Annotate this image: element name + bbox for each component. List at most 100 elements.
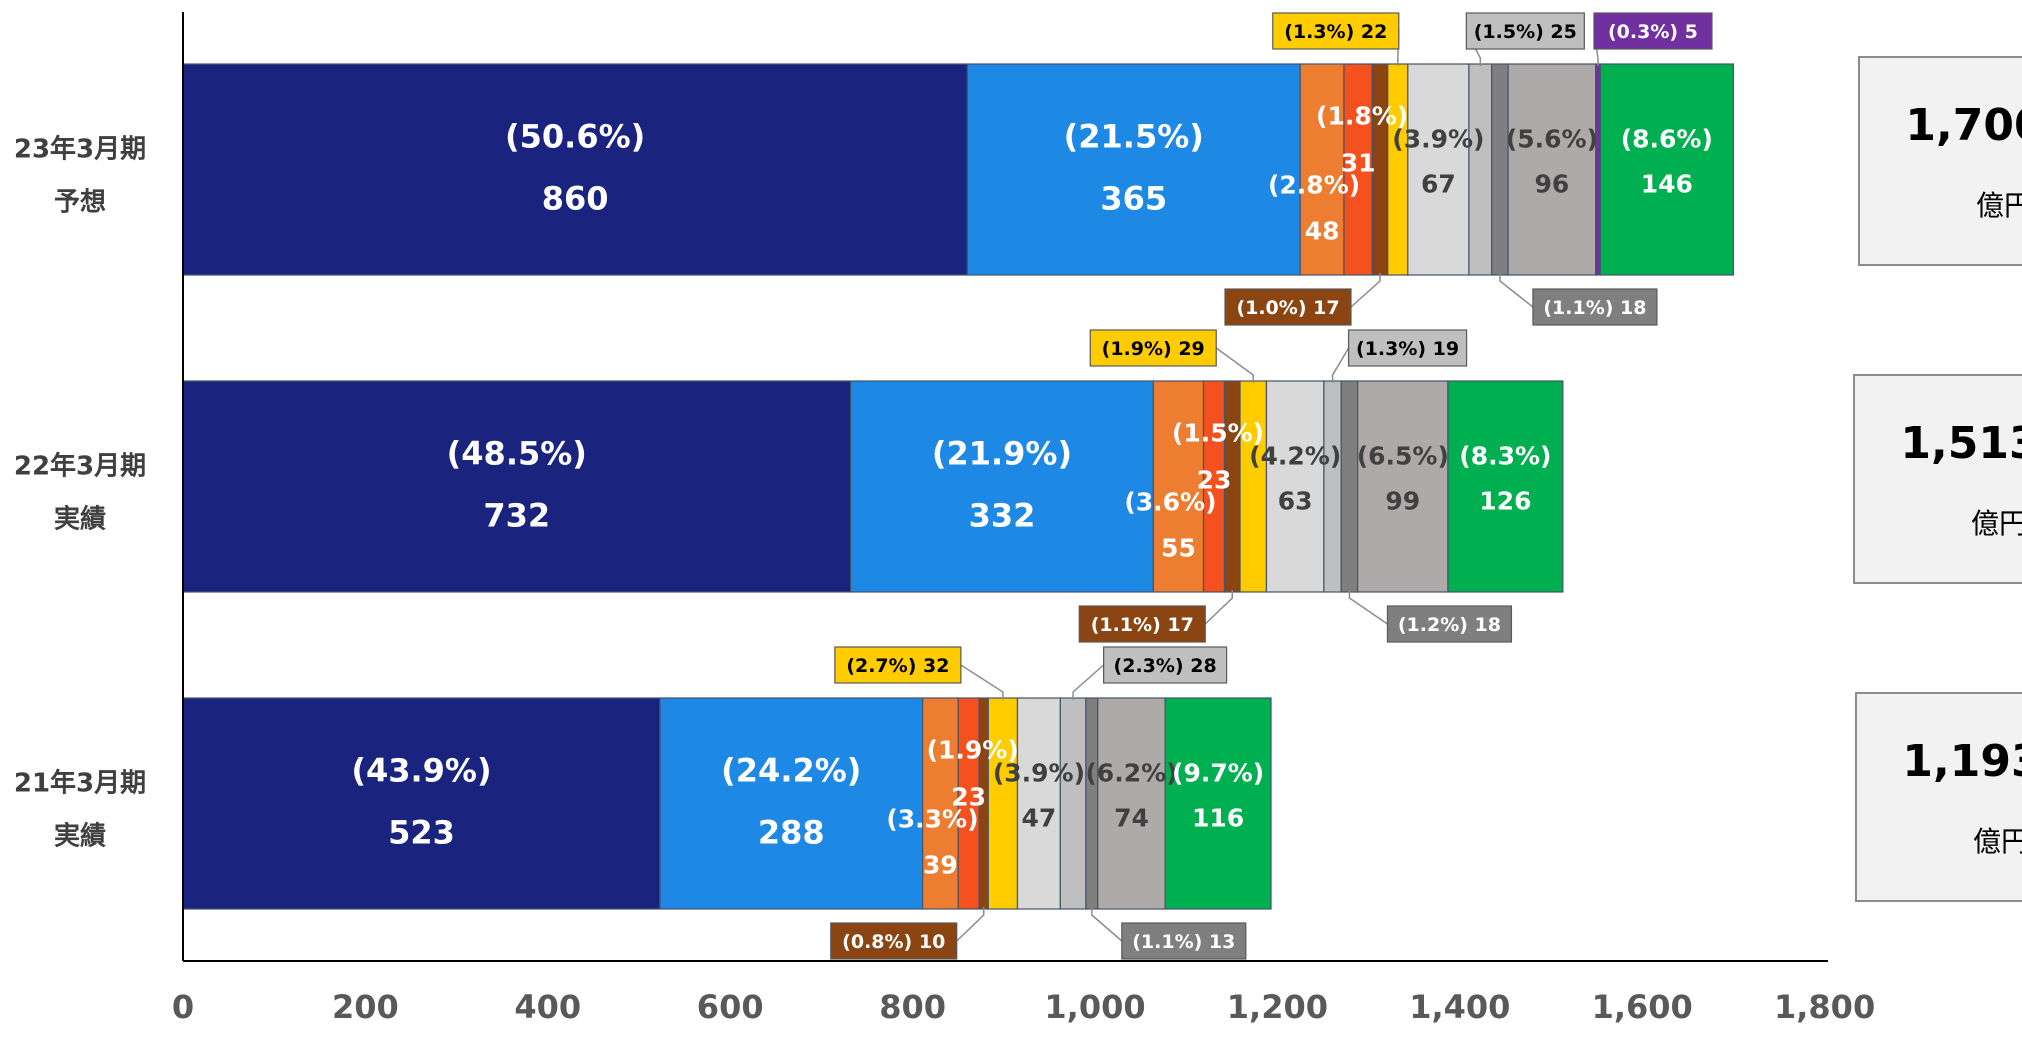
segment-value-2-1: 288 [758, 814, 825, 852]
bar-segment-2-11 [1164, 697, 1272, 910]
total-unit: 億円 [1976, 189, 2022, 222]
segment-value-2-9: 74 [1114, 804, 1149, 833]
segment-pct-2-1: (24.2%) [721, 752, 861, 790]
segment-value-1-11: 126 [1479, 487, 1531, 516]
segment-value-0-1: 365 [1100, 180, 1167, 218]
bar-segment-0-11 [1599, 63, 1735, 276]
segment-pct-2-3: (1.9%) [927, 736, 1019, 765]
callout-label-1-8: (1.2%) 18 [1398, 614, 1501, 636]
segment-value-2-6: 47 [1022, 804, 1057, 833]
segment-pct-0-11: (8.6%) [1621, 125, 1713, 154]
callout-leader-0-4 [1350, 273, 1381, 308]
bar-segment-1-1 [849, 380, 1154, 593]
callout-label-2-4: (0.8%) 10 [842, 931, 945, 953]
bar-segment-0-2 [1299, 63, 1345, 276]
callout-box-2-8 [1121, 922, 1247, 960]
callout-leader-2-8 [1091, 907, 1123, 942]
x-tick-9: 1,800 [1774, 988, 1875, 1026]
callout-leader-0-8 [1499, 273, 1534, 308]
segment-pct-2-6: (3.9%) [993, 759, 1085, 788]
bar-segment-2-0 [182, 697, 661, 910]
segment-value-1-2: 55 [1161, 534, 1196, 563]
x-tick-labels: 0 200 400 600 800 1,000 1,200 1,400 1,600 1,800 [172, 988, 1875, 1026]
segment-value-2-0: 523 [388, 814, 455, 852]
bar-segment-1-7 [1323, 380, 1342, 593]
y-tick-line1-2: 21年3月期 [14, 768, 146, 799]
callout-label-1-4: (1.1%) 17 [1091, 614, 1194, 636]
x-tick-5: 1,000 [1044, 988, 1145, 1026]
bar-segment-1-5 [1239, 380, 1268, 593]
segment-value-0-0: 860 [542, 180, 609, 218]
callout-leader-2-4 [956, 907, 985, 942]
callout-leader-1-4 [1204, 590, 1234, 625]
segment-value-2-3: 23 [951, 783, 986, 812]
callouts-layer: (1.0%) 17 (1.3%) 22 (1.5%) 25 (1.1%) 18 (0.3… [830, 12, 1713, 960]
callout-box-1-4 [1078, 605, 1206, 643]
segment-value-0-9: 96 [1535, 170, 1570, 199]
segment-pct-1-9: (6.5%) [1357, 442, 1449, 471]
segment-pct-0-2: (2.8%) [1268, 171, 1360, 200]
x-tick-4: 800 [879, 988, 946, 1026]
bar-segment-0-7 [1468, 63, 1493, 276]
callout-box-1-8 [1386, 605, 1513, 643]
segment-pct-1-1: (21.9%) [932, 435, 1072, 473]
segment-pct-2-11: (9.7%) [1172, 759, 1264, 788]
callout-label-1-7: (1.3%) 19 [1356, 338, 1459, 360]
bar-segment-0-9 [1507, 63, 1597, 276]
bar-segment-2-2 [922, 697, 959, 910]
x-tick-2: 400 [514, 988, 581, 1026]
total-unit: 億円 [1973, 825, 2022, 858]
x-tick-1: 200 [332, 988, 399, 1026]
callout-box-1-7 [1347, 329, 1468, 367]
total-box: 1,700 億円 [1858, 56, 2022, 266]
callout-box-2-4 [830, 922, 958, 960]
bar-segment-0-6 [1407, 63, 1470, 276]
bar-segment-0-0 [182, 63, 968, 276]
segment-pct-0-9: (5.6%) [1506, 125, 1598, 154]
callout-box-1-5 [1089, 329, 1217, 367]
total-box: 1,193 億円 [1855, 692, 2022, 902]
segment-pct-1-0: (48.5%) [447, 435, 587, 473]
y-tick-line1-1: 22年3月期 [14, 451, 146, 482]
x-tick-0: 0 [172, 988, 194, 1026]
callout-box-0-7 [1465, 12, 1585, 50]
y-tick-line2-0: 予想 [54, 188, 106, 218]
callout-label-2-8: (1.1%) 13 [1132, 931, 1235, 953]
segment-pct-0-6: (3.9%) [1392, 125, 1484, 154]
bar-segment-0-1 [966, 63, 1301, 276]
x-tick-7: 1,400 [1409, 988, 1510, 1026]
total-value: 1,700 [1905, 100, 2022, 151]
callout-box-0-5 [1272, 12, 1400, 50]
callout-label-0-4: (1.0%) 17 [1236, 297, 1339, 319]
y-tick-line2-2: 実績 [54, 821, 106, 852]
bar-segment-0-3 [1343, 63, 1373, 276]
callout-label-2-7: (2.3%) 28 [1114, 655, 1217, 677]
bar-segment-1-6 [1265, 380, 1325, 593]
bar-segment-1-2 [1152, 380, 1205, 593]
bar-segment-1-9 [1357, 380, 1449, 593]
segment-pct-2-2: (3.3%) [886, 805, 978, 834]
bar-segment-0-5 [1387, 63, 1409, 276]
bar-segment-2-5 [987, 697, 1019, 910]
total-value: 1,513 [1900, 418, 2022, 469]
segment-value-1-3: 23 [1197, 466, 1232, 495]
segment-value-1-9: 99 [1385, 487, 1420, 516]
x-tick-6: 1,200 [1227, 988, 1328, 1026]
segment-pct-1-3: (1.5%) [1172, 419, 1264, 448]
segment-value-2-2: 39 [923, 851, 958, 880]
segment-value-0-6: 67 [1421, 170, 1456, 199]
segment-value-0-2: 48 [1305, 217, 1340, 246]
bar-segment-2-7 [1059, 697, 1087, 910]
segment-value-1-1: 332 [969, 497, 1036, 535]
bar-segment-1-11 [1447, 380, 1564, 593]
axes-layer [182, 12, 1828, 962]
callout-leader-2-5 [960, 664, 1004, 700]
callout-label-0-5: (1.3%) 22 [1284, 21, 1387, 43]
callout-label-1-5: (1.9%) 29 [1102, 338, 1205, 360]
bar-segment-1-8 [1340, 380, 1359, 593]
segment-pct-1-2: (3.6%) [1124, 488, 1216, 517]
callout-box-0-10 [1593, 12, 1713, 50]
segment-value-1-6: 63 [1278, 487, 1313, 516]
